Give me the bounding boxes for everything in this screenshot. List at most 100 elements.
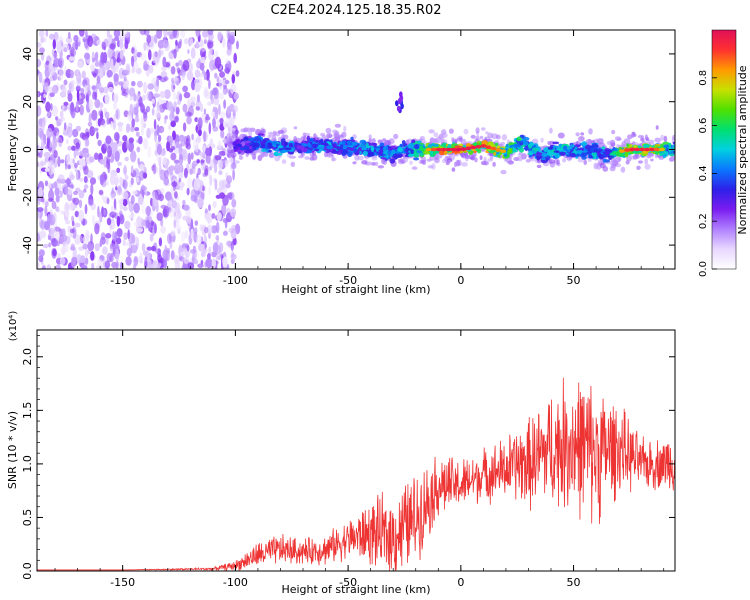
signal-core (559, 151, 566, 156)
noise-speckle (42, 121, 45, 132)
signal-halo (475, 127, 480, 134)
signal-halo (434, 157, 440, 164)
signal-halo (385, 140, 391, 146)
x-tick-label: -100 (223, 576, 248, 589)
noise-speckle (205, 147, 211, 157)
noise-speckle (118, 262, 121, 267)
noise-speckle (182, 122, 187, 132)
noise-speckle (203, 108, 207, 115)
signal-core (387, 150, 392, 155)
noise-speckle (143, 111, 148, 122)
noise-speckle (194, 258, 199, 265)
y-tick-label: 0.5 (21, 509, 34, 527)
noise-speckle (208, 247, 211, 254)
signal-peak (425, 147, 432, 152)
signal-halo (269, 132, 274, 137)
x-tick-label: -50 (339, 274, 357, 287)
noise-speckle (88, 156, 95, 163)
noise-speckle (85, 30, 88, 38)
signal-core (509, 148, 513, 152)
noise-speckle (193, 138, 200, 148)
noise-speckle (85, 94, 89, 102)
noise-speckle (231, 116, 237, 121)
noise-speckle (220, 130, 225, 139)
noise-speckle (170, 229, 176, 237)
noise-speckle (180, 251, 185, 257)
noise-speckle (84, 84, 88, 94)
snr-panel: -150 -100 -50 0 50 0.0 0.5 1.0 1.5 2.0 Height of… (6, 311, 676, 596)
noise-speckle (208, 204, 211, 212)
signal-core (334, 146, 342, 149)
signal-halo (587, 157, 592, 162)
noise-speckle (78, 190, 85, 199)
noise-speckle (175, 39, 178, 47)
noise-speckle (226, 48, 232, 56)
noise-speckle (215, 194, 221, 199)
noise-speckle (219, 111, 226, 119)
noise-speckle (109, 224, 112, 235)
noise-speckle (116, 167, 121, 173)
noise-speckle (174, 191, 178, 199)
noise-speckle (196, 94, 200, 103)
noise-speckle (45, 60, 50, 66)
noise-speckle (131, 190, 138, 195)
signal-core (601, 146, 606, 150)
noise-speckle (79, 104, 84, 116)
noise-speckle (48, 163, 53, 176)
noise-speckle (223, 159, 230, 164)
signal-halo (516, 156, 523, 162)
noise-speckle (210, 96, 214, 105)
noise-speckle (107, 86, 114, 92)
x-tick-label: -50 (339, 576, 357, 589)
signal-halo (231, 155, 235, 159)
noise-speckle (61, 228, 66, 237)
noise-speckle (37, 42, 42, 48)
noise-speckle (193, 79, 197, 84)
noise-speckle (191, 133, 194, 141)
noise-speckle (114, 36, 120, 41)
noise-speckle (70, 243, 76, 251)
noise-speckle (110, 58, 114, 70)
noise-speckle (69, 174, 75, 180)
noise-speckle (99, 255, 105, 262)
signal-core (326, 145, 334, 150)
noise-speckle (160, 127, 164, 133)
noise-speckle (63, 79, 68, 86)
noise-speckle (52, 249, 57, 257)
noise-speckle (97, 205, 100, 218)
signal-core (379, 142, 385, 147)
signal-halo (309, 157, 315, 161)
noise-speckle (221, 37, 226, 48)
noise-speckle (113, 131, 120, 142)
noise-speckle (186, 177, 193, 189)
noise-speckle (79, 30, 85, 37)
noise-speckle (137, 194, 144, 206)
noise-speckle (157, 134, 162, 142)
signal-core (413, 157, 420, 161)
noise-speckle (146, 127, 151, 139)
noise-speckle (189, 249, 196, 254)
noise-speckle (37, 198, 41, 206)
signal-core (319, 138, 324, 144)
y-tick-label: 40 (21, 47, 34, 61)
noise-speckle (110, 205, 114, 211)
signal-core (663, 144, 670, 149)
noise-speckle (76, 254, 82, 264)
noise-speckle (158, 193, 165, 202)
noise-speckle (200, 251, 206, 258)
noise-speckle (37, 59, 42, 68)
noise-speckle (124, 156, 129, 162)
noise-speckle (178, 144, 182, 154)
noise-speckle (115, 237, 122, 245)
noise-speckle (133, 202, 140, 214)
signal-core (280, 150, 287, 153)
signal-core (333, 149, 337, 154)
noise-speckle (218, 159, 223, 171)
noise-speckle (212, 117, 216, 129)
noise-speckle (63, 122, 67, 131)
noise-speckle (235, 70, 240, 77)
noise-speckle (38, 255, 44, 263)
noise-speckle (94, 223, 100, 235)
signal-halo (615, 156, 622, 162)
noise-speckle (37, 207, 44, 213)
